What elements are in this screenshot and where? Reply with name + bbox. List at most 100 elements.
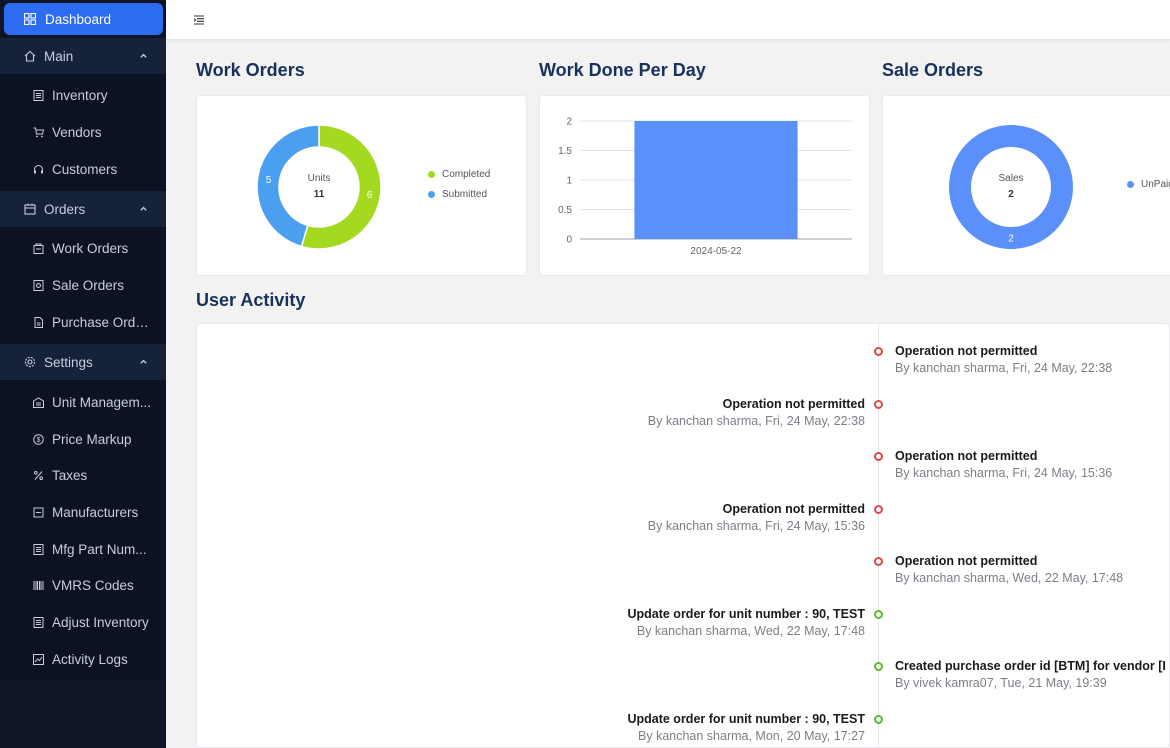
sidebar-item-adjust-inventory[interactable]: Adjust Inventory: [0, 604, 166, 640]
sidebar-item-unit-management[interactable]: Unit Managem...: [0, 384, 166, 420]
donut-center-value: 2: [1008, 189, 1014, 200]
sidebar-item-label: Activity Logs: [52, 651, 128, 667]
sidebar-item-mfg-part-numbers[interactable]: Mfg Part Num...: [0, 531, 166, 567]
home-icon: [24, 50, 36, 62]
section-title-work-orders: Work Orders: [196, 60, 305, 80]
barcode-icon: [33, 580, 44, 590]
sidebar-item-label: Work Orders: [52, 240, 129, 256]
sidebar-item-manufacturers[interactable]: Manufacturers: [0, 494, 166, 530]
timeline-status-dot: [874, 399, 883, 409]
y-tick-label: 0: [566, 235, 572, 246]
legend-item-unpaid[interactable]: UnPaid: [1127, 179, 1170, 190]
svg-text:$: $: [37, 437, 41, 444]
slice-value-label: 2: [1008, 234, 1014, 245]
slice-value-label: 6: [367, 190, 373, 201]
sidebar-group-orders[interactable]: Orders: [0, 191, 166, 227]
activity-meta: By kanchan sharma, Fri, 24 May, 22:38: [895, 361, 1113, 375]
timeline-status-dot: [874, 347, 883, 356]
sidebar-item-work-orders[interactable]: Work Orders: [0, 230, 166, 266]
sidebar-item-label: Vendors: [52, 124, 102, 140]
y-tick-label: 2: [566, 117, 572, 128]
section-title-sale-orders: Sale Orders: [882, 60, 984, 80]
sidebar-item-purchase-orders[interactable]: Purchase Orders: [0, 304, 166, 340]
timeline-status-dot: [874, 714, 883, 724]
sidebar-group-label: Settings: [44, 354, 93, 370]
work-done-card: 0 0.5 1 1.5 2 2024-05-22: [539, 95, 870, 276]
donut-slice-completed[interactable]: [300, 124, 382, 250]
donut-center-value: 11: [314, 189, 325, 200]
sidebar-item-vmrs-codes[interactable]: VMRS Codes: [0, 567, 166, 603]
sidebar-item-label: Taxes: [52, 467, 88, 483]
legend-dot: [428, 171, 435, 178]
donut-slice-unpaid[interactable]: [949, 125, 1073, 249]
activity-title: Operation not permitted: [722, 396, 865, 411]
cart-icon: [33, 127, 44, 137]
legend-item-completed[interactable]: Completed: [428, 169, 490, 180]
sidebar-item-sale-orders[interactable]: Sale Orders: [0, 267, 166, 303]
activity-meta: By kanchan sharma, Mon, 20 May, 17:27: [638, 728, 865, 743]
sidebar-item-label: Dashboard: [45, 11, 112, 27]
activity-meta: By kanchan sharma, Fri, 24 May, 15:36: [647, 518, 865, 533]
sidebar-item-dashboard[interactable]: Dashboard: [4, 3, 163, 35]
donut-center-label: Sales: [998, 173, 1023, 184]
sidebar-item-vendors[interactable]: Vendors: [0, 114, 166, 150]
activity-meta: By kanchan sharma, Fri, 24 May, 22:38: [647, 413, 865, 428]
timeline-status-dot: [874, 504, 883, 514]
sidebar-group-main[interactable]: Main: [0, 38, 166, 74]
slice-value-label: 5: [266, 175, 272, 186]
work-order-icon: [33, 243, 44, 254]
work-orders-donut-chart: 6 5 Units 11: [256, 124, 382, 250]
sidebar-item-label: Unit Managem...: [52, 394, 152, 410]
document-icon: [34, 316, 43, 328]
inventory-icon: [33, 89, 44, 101]
timeline-status-dot: [874, 557, 883, 566]
legend-label: Completed: [442, 169, 491, 180]
percent-icon: [34, 470, 43, 480]
sidebar-item-customers[interactable]: Customers: [0, 151, 166, 187]
work-done-bar-chart: 0 0.5 1 1.5 2 2024-05-22: [558, 117, 852, 257]
donut-slice-submitted[interactable]: [256, 124, 320, 248]
timeline-status-dot: [874, 662, 883, 671]
legend-dot: [428, 191, 435, 198]
legend-label: UnPaid: [1141, 179, 1170, 190]
sidebar-item-label: Purchase Orders: [52, 314, 152, 330]
sidebar-item-inventory[interactable]: Inventory: [0, 77, 166, 113]
headset-icon: [34, 164, 43, 173]
y-tick-label: 1.5: [558, 146, 572, 157]
sidebar-item-label: Mfg Part Num...: [52, 541, 147, 557]
sidebar-item-label: Price Markup: [52, 431, 132, 447]
sale-orders-donut-chart: 2 Sales 2: [949, 125, 1073, 249]
chart-line-icon: [33, 653, 44, 665]
sidebar-item-activity-logs[interactable]: Activity Logs: [0, 641, 166, 677]
gear-icon: [24, 356, 36, 368]
clipboard-icon: [33, 616, 44, 628]
sale-orders-card: 2 Sales 2 UnPaid: [882, 95, 1170, 276]
list-icon: [33, 543, 44, 555]
topbar: [166, 0, 1170, 40]
bar[interactable]: [634, 121, 798, 239]
activity-meta: By kanchan sharma, Wed, 22 May, 17:48: [636, 623, 865, 638]
sidebar-item-taxes[interactable]: Taxes: [0, 457, 166, 493]
sidebar-group-label: Main: [44, 48, 74, 64]
sidebar-item-label: VMRS Codes: [52, 577, 134, 593]
section-title-work-done: Work Done Per Day: [539, 60, 706, 80]
chevron-up-icon: [140, 206, 147, 211]
activity-meta: By vivek kamra07, Tue, 21 May, 19:39: [895, 676, 1107, 690]
section-title-user-activity: User Activity: [196, 290, 306, 310]
legend-dot: [1127, 181, 1134, 188]
x-tick-label: 2024-05-22: [690, 246, 742, 257]
sidebar-item-label: Sale Orders: [52, 277, 125, 293]
sidebar-group-settings[interactable]: Settings: [0, 344, 166, 380]
orders-icon: [24, 203, 36, 215]
work-orders-card: 6 5 Units 11 Completed Submitted: [196, 95, 527, 276]
legend-item-submitted[interactable]: Submitted: [428, 189, 487, 200]
donut-center-label: Units: [308, 173, 331, 184]
sidebar-group-label: Orders: [44, 201, 86, 217]
sidebar-item-label: Adjust Inventory: [52, 614, 149, 630]
y-tick-label: 0.5: [558, 205, 572, 216]
menu-toggle-icon[interactable]: [193, 14, 205, 26]
activity-title: Operation not permitted: [895, 344, 1038, 358]
sidebar-item-price-markup[interactable]: $ Price Markup: [0, 421, 166, 457]
y-tick-label: 1: [566, 176, 572, 187]
activity-meta: By kanchan sharma, Wed, 22 May, 17:48: [895, 571, 1124, 585]
